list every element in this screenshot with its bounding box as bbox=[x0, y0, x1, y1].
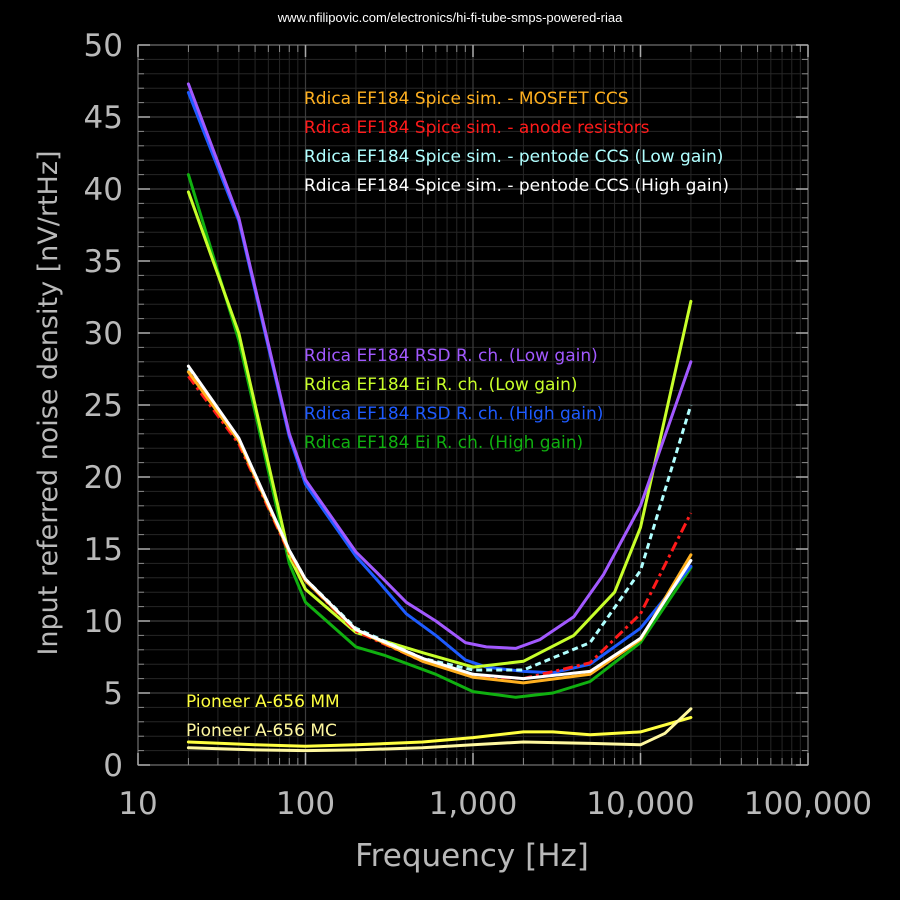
x-tick-labels: 10 100 1,000 10,000 100,000 bbox=[118, 786, 872, 822]
y-tick-label: 20 bbox=[84, 460, 123, 496]
x-tick-label: 100,000 bbox=[744, 786, 872, 822]
y-tick-label: 15 bbox=[84, 532, 123, 568]
y-axis-label: Input referred noise density [nV/rtHz] bbox=[33, 150, 64, 655]
y-tick-label: 50 bbox=[84, 28, 123, 64]
y-tick-label: 45 bbox=[84, 100, 123, 136]
legend-entry: Rdica EF184 Spice sim. - MOSFET CCS bbox=[304, 89, 629, 109]
y-tick-label: 25 bbox=[84, 388, 123, 424]
source-url: www.nfilipovic.com/electronics/hi-fi-tub… bbox=[277, 10, 623, 25]
legend-entry: Pioneer A-656 MM bbox=[186, 692, 340, 712]
series-line bbox=[186, 190, 693, 669]
y-tick-labels: 0 5 10 15 20 25 30 35 40 45 50 bbox=[84, 28, 123, 784]
legend-entry: Pioneer A-656 MC bbox=[186, 721, 337, 741]
legend-entry: Rdica EF184 Ei R. ch. (High gain) bbox=[304, 433, 583, 453]
legend-entry: Rdica EF184 Ei R. ch. (Low gain) bbox=[304, 375, 578, 395]
x-tick-label: 10,000 bbox=[586, 786, 694, 822]
x-tick-label: 100 bbox=[276, 786, 335, 822]
series-line bbox=[186, 82, 693, 650]
y-tick-label: 35 bbox=[84, 244, 123, 280]
series-line bbox=[186, 364, 693, 681]
series-line bbox=[186, 707, 693, 753]
x-tick-label: 10 bbox=[118, 786, 157, 822]
series-line bbox=[186, 716, 693, 748]
y-tick-label: 0 bbox=[103, 748, 123, 784]
y-tick-label: 5 bbox=[103, 676, 123, 712]
legend-entry: Rdica EF184 RSD R. ch. (High gain) bbox=[304, 404, 603, 424]
legend-entry: Rdica EF184 Spice sim. - anode resistors bbox=[304, 118, 650, 138]
x-tick-label: 1,000 bbox=[429, 786, 518, 822]
y-tick-label: 10 bbox=[84, 604, 123, 640]
axis-ticks bbox=[137, 44, 809, 766]
x-axis-label: Frequency [Hz] bbox=[355, 838, 589, 874]
series-layer bbox=[186, 82, 693, 753]
legend-entry: Rdica EF184 Spice sim. - pentode CCS (Hi… bbox=[304, 176, 729, 196]
legend-layer: Rdica EF184 Spice sim. - MOSFET CCS Rdica… bbox=[186, 89, 729, 741]
series-line bbox=[186, 173, 693, 699]
y-tick-label: 40 bbox=[84, 172, 123, 208]
legend-entry: Rdica EF184 Spice sim. - pentode CCS (Lo… bbox=[304, 147, 723, 167]
legend-entry: Rdica EF184 RSD R. ch. (Low gain) bbox=[304, 346, 598, 366]
y-tick-label: 30 bbox=[84, 316, 123, 352]
